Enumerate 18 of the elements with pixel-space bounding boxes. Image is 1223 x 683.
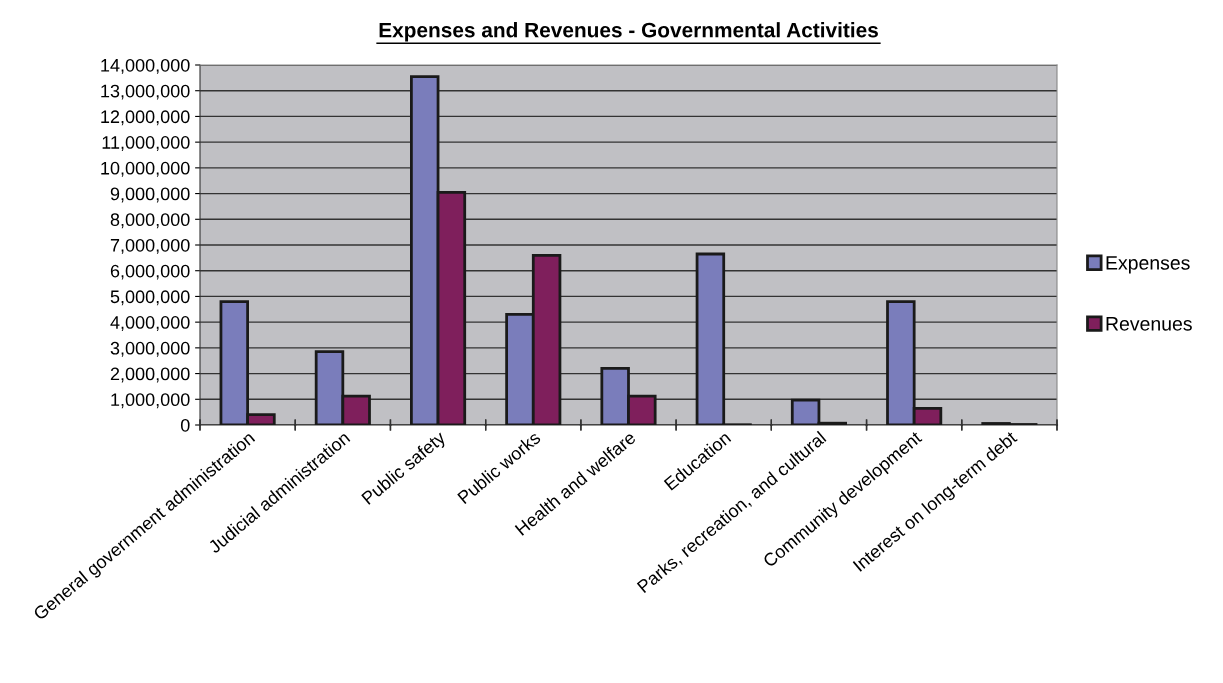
chart-title: Expenses and Revenues - Governmental Activities <box>379 22 878 42</box>
y-tick-label: 6,000,000 <box>110 264 190 280</box>
y-tick-label: 3,000,000 <box>110 341 190 357</box>
y-tick-label: 4,000,000 <box>110 316 190 331</box>
y-tick-label: 9,000,000 <box>110 187 190 203</box>
legend-label: Revenues <box>1106 317 1192 331</box>
y-tick-label: 12,000,000 <box>101 110 190 126</box>
y-tick-label: 10,000,000 <box>101 161 190 177</box>
y-tick-label: 11,000,000 <box>102 136 190 151</box>
y-tick-label: 14,000,000 <box>101 58 190 74</box>
y-tick-label: 7,000,000 <box>110 238 190 254</box>
legend-label: Expenses <box>1106 256 1190 274</box>
y-tick-label: 2,000,000 <box>110 367 190 383</box>
y-tick-label: 8,000,000 <box>110 213 190 229</box>
y-tick-label: 0 <box>180 418 190 432</box>
y-tick-label: 13,000,000 <box>101 84 190 100</box>
y-tick-label: 5,000,000 <box>110 290 190 306</box>
y-tick-label: 1,000,000 <box>111 393 190 409</box>
